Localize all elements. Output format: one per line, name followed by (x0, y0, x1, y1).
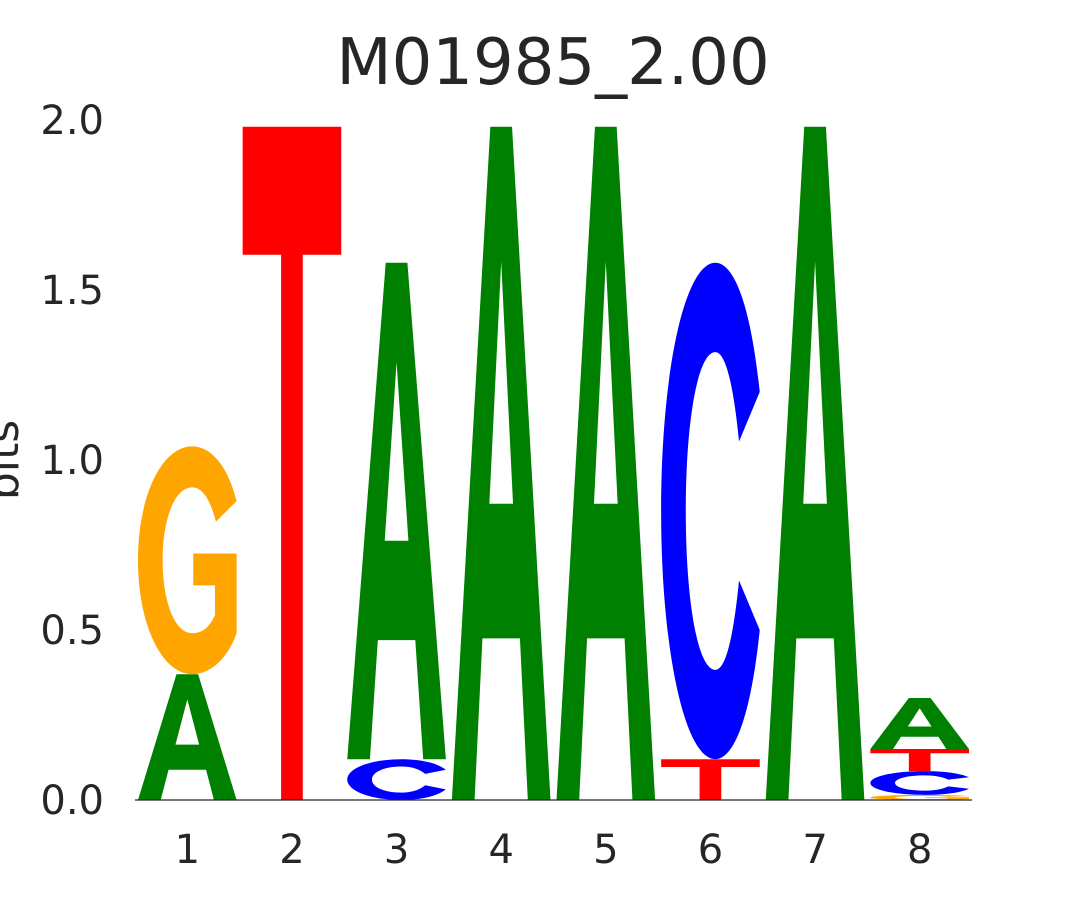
logo-letter-a-pos-7 (765, 126, 865, 801)
logo-letter-a-pos-5 (556, 126, 656, 801)
logo-letter-g-pos-1 (138, 446, 237, 675)
y-axis: 0.0 0.5 1.0 1.5 2.0 (40, 98, 104, 824)
logo-letter-a-pos-8 (870, 698, 969, 749)
x-tick-label: 1 (175, 827, 200, 873)
logo-letter-c-pos-6 (661, 262, 760, 760)
x-tick-label: 5 (593, 827, 618, 873)
logo-letter-t-pos-8 (870, 749, 969, 772)
x-tick-label: 4 (488, 827, 513, 873)
x-tick-label: 7 (802, 827, 827, 873)
x-tick-label: 8 (907, 827, 932, 873)
logo-letter-a-pos-4 (451, 126, 551, 801)
y-axis-label: bits (0, 420, 29, 500)
logo-letter-t-pos-6 (661, 759, 760, 800)
plot-area (138, 126, 969, 801)
y-tick-label: 1.5 (40, 268, 104, 314)
y-tick-label: 2.0 (40, 98, 104, 144)
y-tick-label: 1.0 (40, 438, 104, 484)
chart-title: M01985_2.00 (336, 26, 769, 100)
logo-letter-g-pos-8 (870, 794, 969, 800)
x-tick-label: 2 (279, 827, 304, 873)
logo-letter-t-pos-2 (242, 126, 342, 801)
x-axis: 1 2 3 4 5 6 7 8 (135, 799, 972, 873)
x-tick-label: 3 (384, 827, 409, 873)
y-tick-label: 0.5 (40, 608, 104, 654)
x-tick-label: 6 (698, 827, 723, 873)
logo-letter-c-pos-3 (347, 759, 446, 800)
logo-letter-c-pos-8 (870, 771, 969, 795)
y-tick-label: 0.0 (40, 778, 104, 824)
logo-letter-a-pos-1 (138, 674, 237, 800)
logo-letter-a-pos-3 (347, 262, 446, 760)
